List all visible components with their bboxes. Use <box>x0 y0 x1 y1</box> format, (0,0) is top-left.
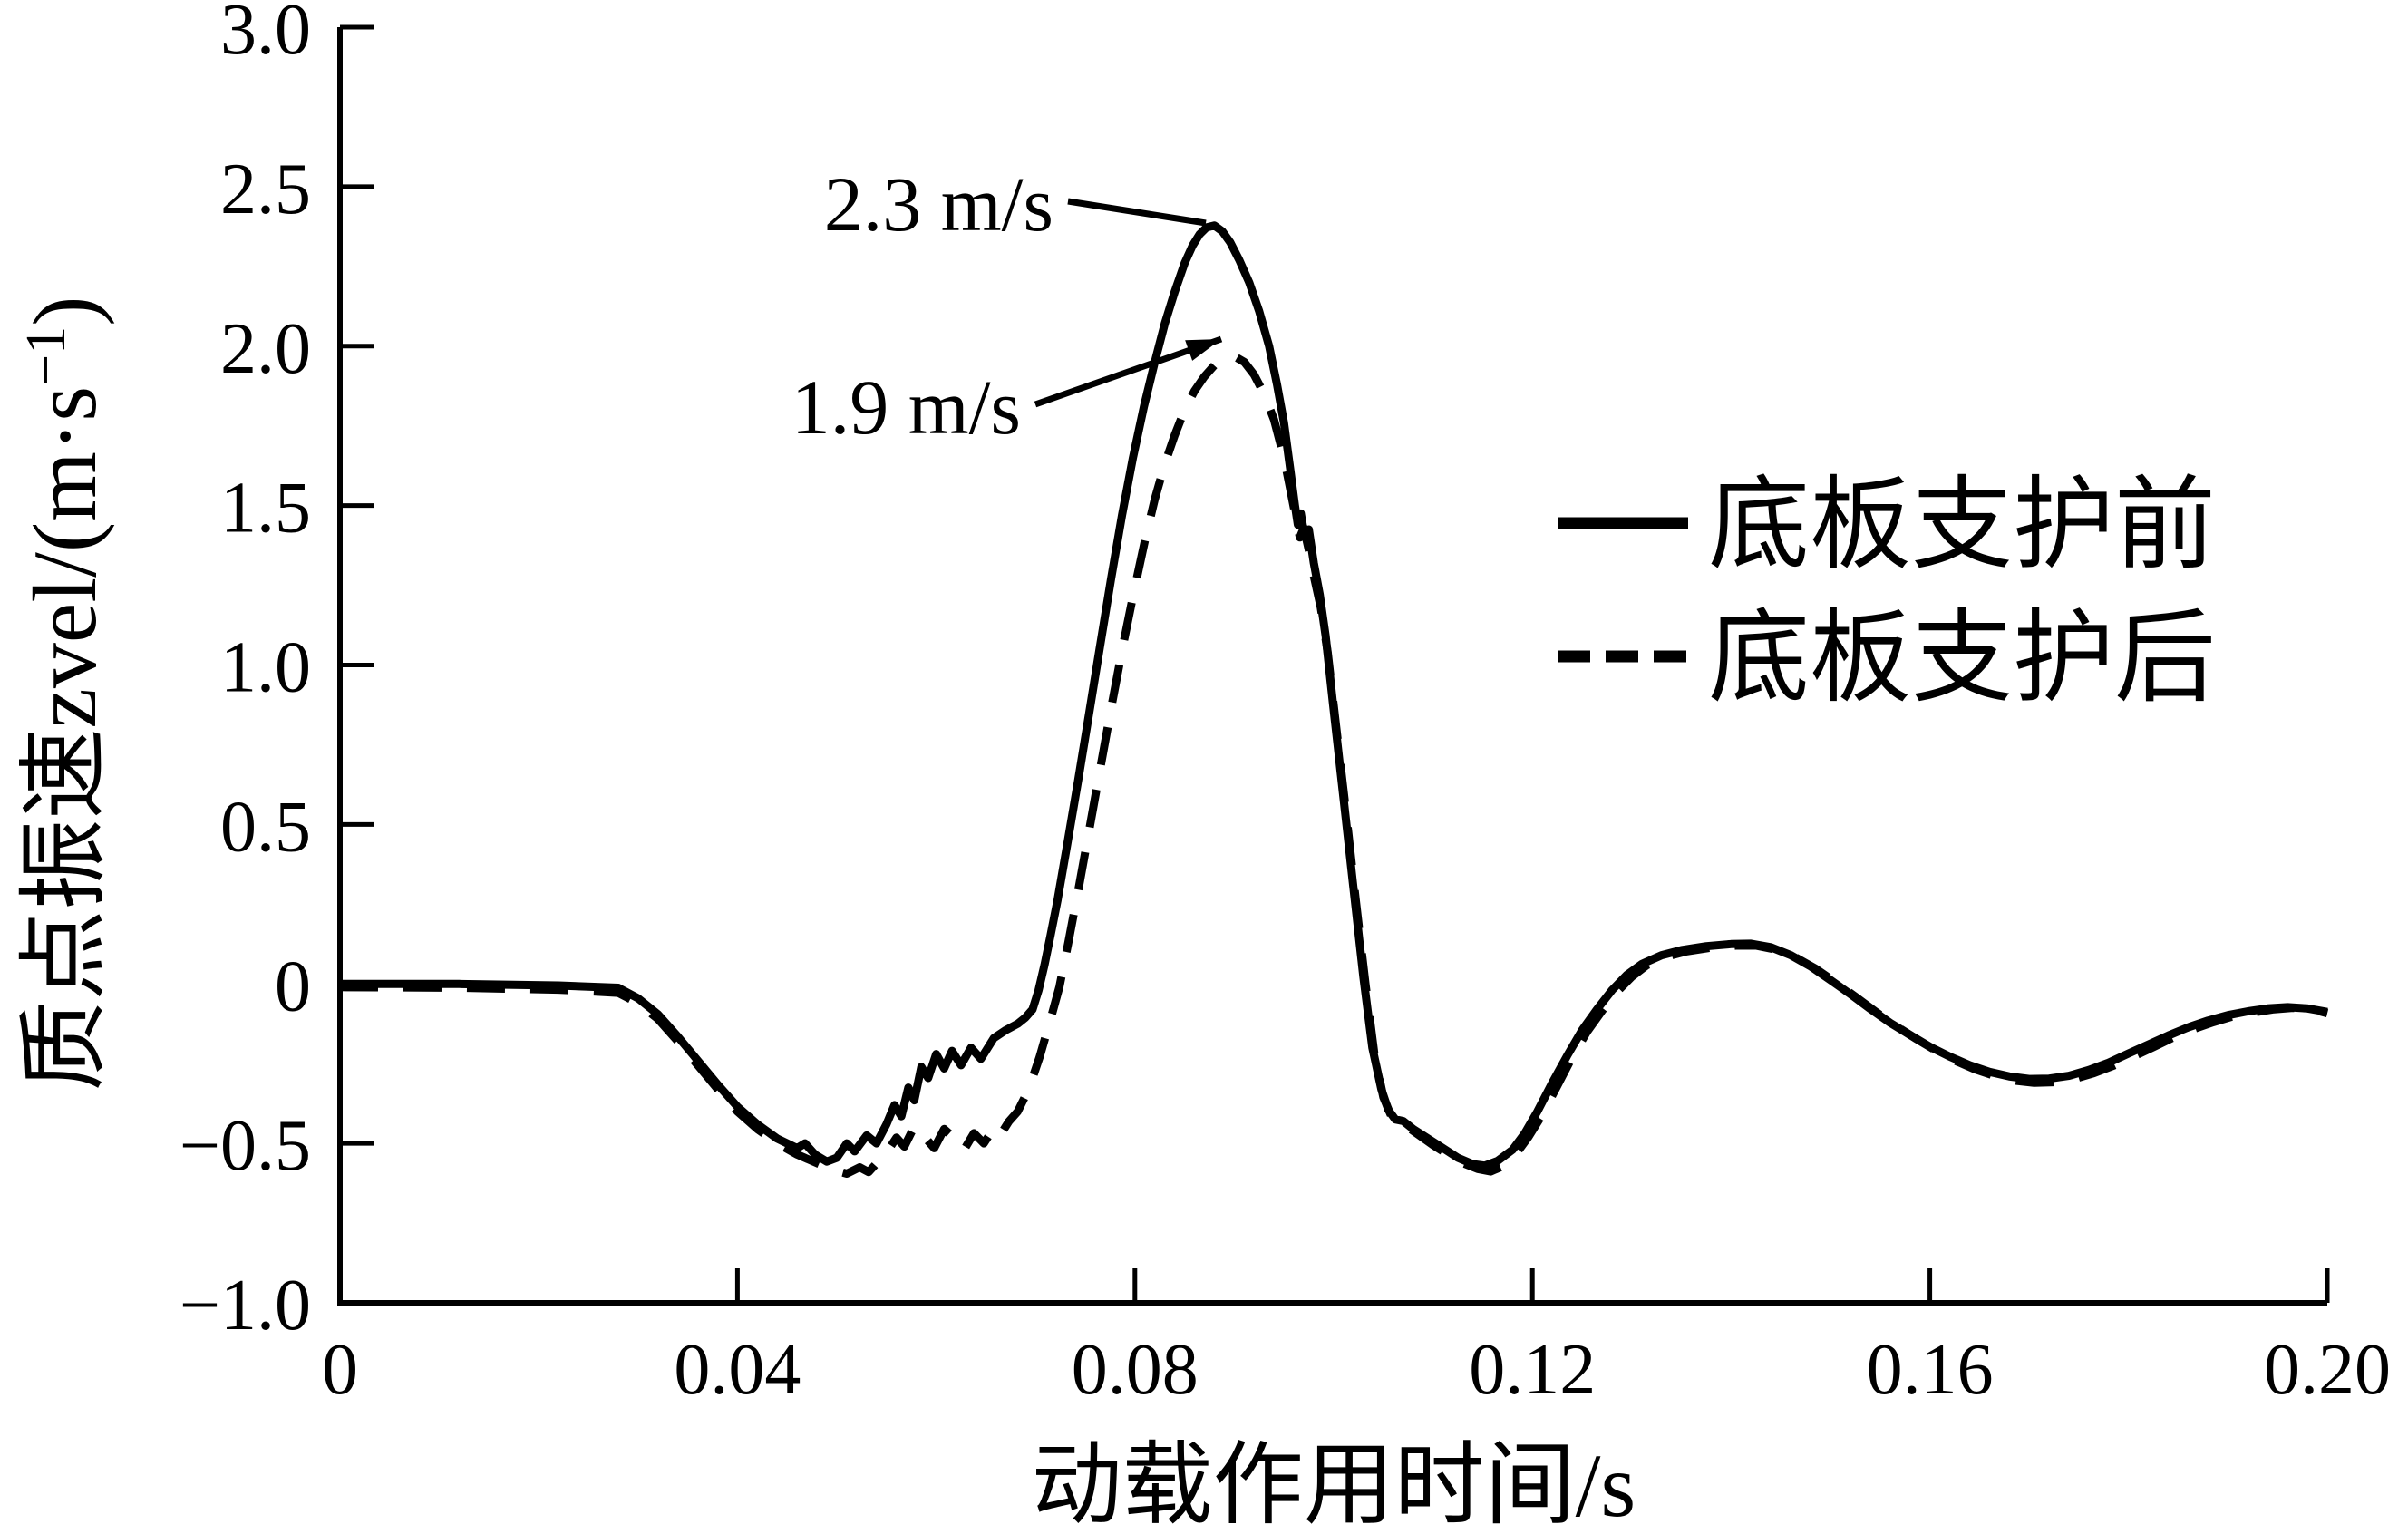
x-tick-label: 0 <box>322 1330 358 1410</box>
annotation-text: 2.3 m/s <box>824 160 1054 248</box>
legend-item: 底板支护前 <box>1558 470 2216 582</box>
legend-item: 底板支护后 <box>1558 603 2216 715</box>
y-tick-label: −0.5 <box>180 1106 311 1186</box>
y-tick-label: 0 <box>275 947 311 1026</box>
x-tick-label: 0.20 <box>2264 1330 2391 1410</box>
x-tick-label: 0.08 <box>1072 1330 1199 1410</box>
series-line-after-support <box>339 352 2329 1178</box>
y-tick-label: 0.5 <box>220 787 311 867</box>
y-tick-label: 3.0 <box>220 0 311 70</box>
y-tick-label: 1.5 <box>220 469 311 549</box>
y-tick-label: 2.5 <box>220 150 311 229</box>
y-tick-label: −1.0 <box>180 1266 311 1345</box>
annotation-text: 1.9 m/s <box>791 364 1021 451</box>
x-tick-label: 0.16 <box>1867 1330 1994 1410</box>
y-axis-title: 质点振速zvel/(m·s−1) <box>15 296 115 1092</box>
x-tick-label: 0.12 <box>1469 1330 1596 1410</box>
annotation-arrowhead-icon <box>1185 339 1221 361</box>
peak-annotation: 2.3 m/s <box>824 160 1207 248</box>
x-axis-title: 动载作用时间/s <box>1032 1435 1636 1534</box>
y-tick-label: 1.0 <box>220 628 311 708</box>
y-tick-label: 2.0 <box>220 309 311 389</box>
legend-label: 底板支护后 <box>1708 603 2216 715</box>
x-tick-label: 0.04 <box>674 1330 801 1410</box>
annotation-leader-line <box>1067 198 1207 227</box>
legend-label: 底板支护前 <box>1708 470 2216 582</box>
peak-annotation: 1.9 m/s <box>791 335 1223 451</box>
